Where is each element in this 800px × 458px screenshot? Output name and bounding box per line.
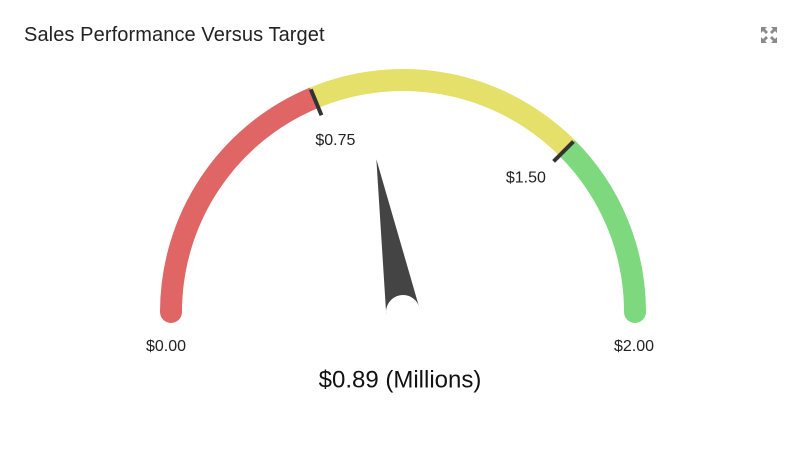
expand-icon (758, 24, 780, 46)
threshold-tick-1 (552, 140, 575, 163)
max-label: $2.00 (614, 338, 654, 355)
expand-button[interactable] (758, 24, 780, 46)
min-label: $0.00 (146, 338, 186, 355)
panel-title: Sales Performance Versus Target (24, 24, 325, 46)
threshold-label-0: $0.75 (315, 132, 355, 149)
threshold-label-1: $1.50 (506, 169, 546, 186)
gauge-min-cap (160, 301, 182, 323)
gauge-max-cap (624, 301, 646, 323)
gauge-value-label: $0.89 (Millions) (319, 366, 482, 393)
threshold-tick-0 (308, 88, 324, 116)
gauge-band-0 (160, 87, 319, 313)
gauge-band-2 (559, 140, 646, 313)
gauge-band-1 (310, 69, 575, 156)
gauge-needle (376, 159, 420, 315)
